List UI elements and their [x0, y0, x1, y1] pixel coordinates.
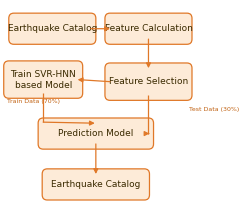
FancyBboxPatch shape	[105, 13, 192, 44]
Text: Earthquake Catalog: Earthquake Catalog	[8, 24, 97, 33]
FancyBboxPatch shape	[42, 169, 149, 200]
FancyBboxPatch shape	[38, 118, 154, 149]
Text: Prediction Model: Prediction Model	[58, 129, 134, 138]
FancyBboxPatch shape	[105, 63, 192, 100]
Text: Test Data (30%): Test Data (30%)	[189, 107, 239, 112]
Text: Feature Selection: Feature Selection	[109, 77, 188, 86]
Text: Train SVR-HNN
based Model: Train SVR-HNN based Model	[10, 70, 76, 90]
FancyBboxPatch shape	[4, 61, 83, 98]
Text: Train Data (70%): Train Data (70%)	[7, 99, 60, 104]
Text: Earthquake Catalog: Earthquake Catalog	[51, 180, 141, 189]
Text: Feature Calculation: Feature Calculation	[105, 24, 192, 33]
FancyBboxPatch shape	[9, 13, 96, 44]
